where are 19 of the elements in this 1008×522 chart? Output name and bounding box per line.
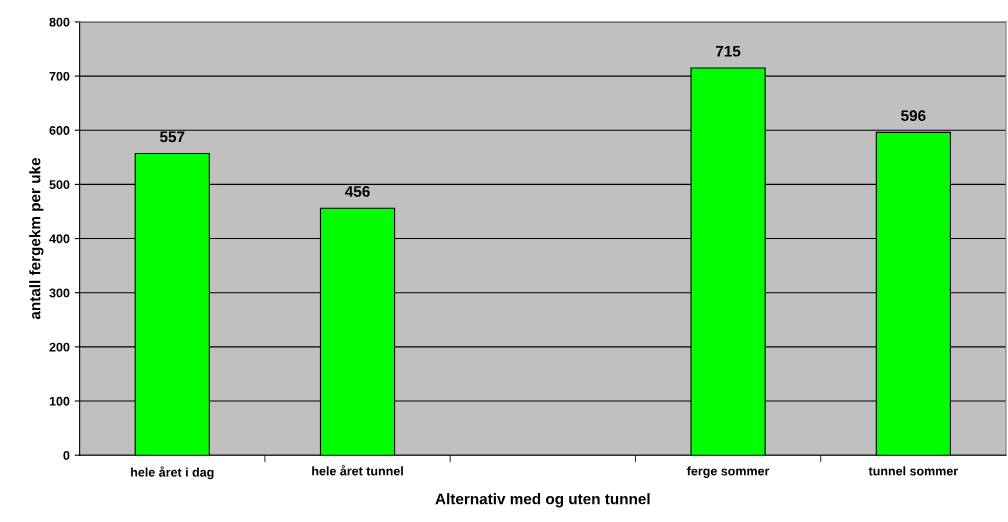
y-tick-label: 0 [63, 450, 70, 460]
x-tick-label: hele året tunnel [312, 465, 403, 476]
y-tick-label: 700 [49, 71, 70, 81]
y-tick-label: 800 [49, 17, 70, 27]
x-axis-title: Alternativ med og uten tunnel [435, 493, 650, 508]
y-tick-label: 200 [49, 342, 70, 352]
x-tick-label: hele året i dag [131, 466, 214, 480]
x-tick-label: tunnel sommer [868, 466, 958, 476]
data-label: 557 [159, 131, 185, 143]
data-label: 715 [715, 45, 741, 57]
y-tick-label: 100 [49, 396, 70, 406]
y-tick-label: 500 [49, 180, 70, 190]
y-tick-label: 600 [49, 126, 70, 135]
y-tick-label: 400 [49, 234, 70, 244]
data-label: 596 [901, 110, 926, 122]
data-label: 456 [345, 186, 370, 197]
y-tick-label: 300 [49, 288, 70, 298]
x-tick-label: ferge sommer [686, 466, 770, 478]
y-axis-title: antall fergekm per uke [29, 157, 44, 320]
